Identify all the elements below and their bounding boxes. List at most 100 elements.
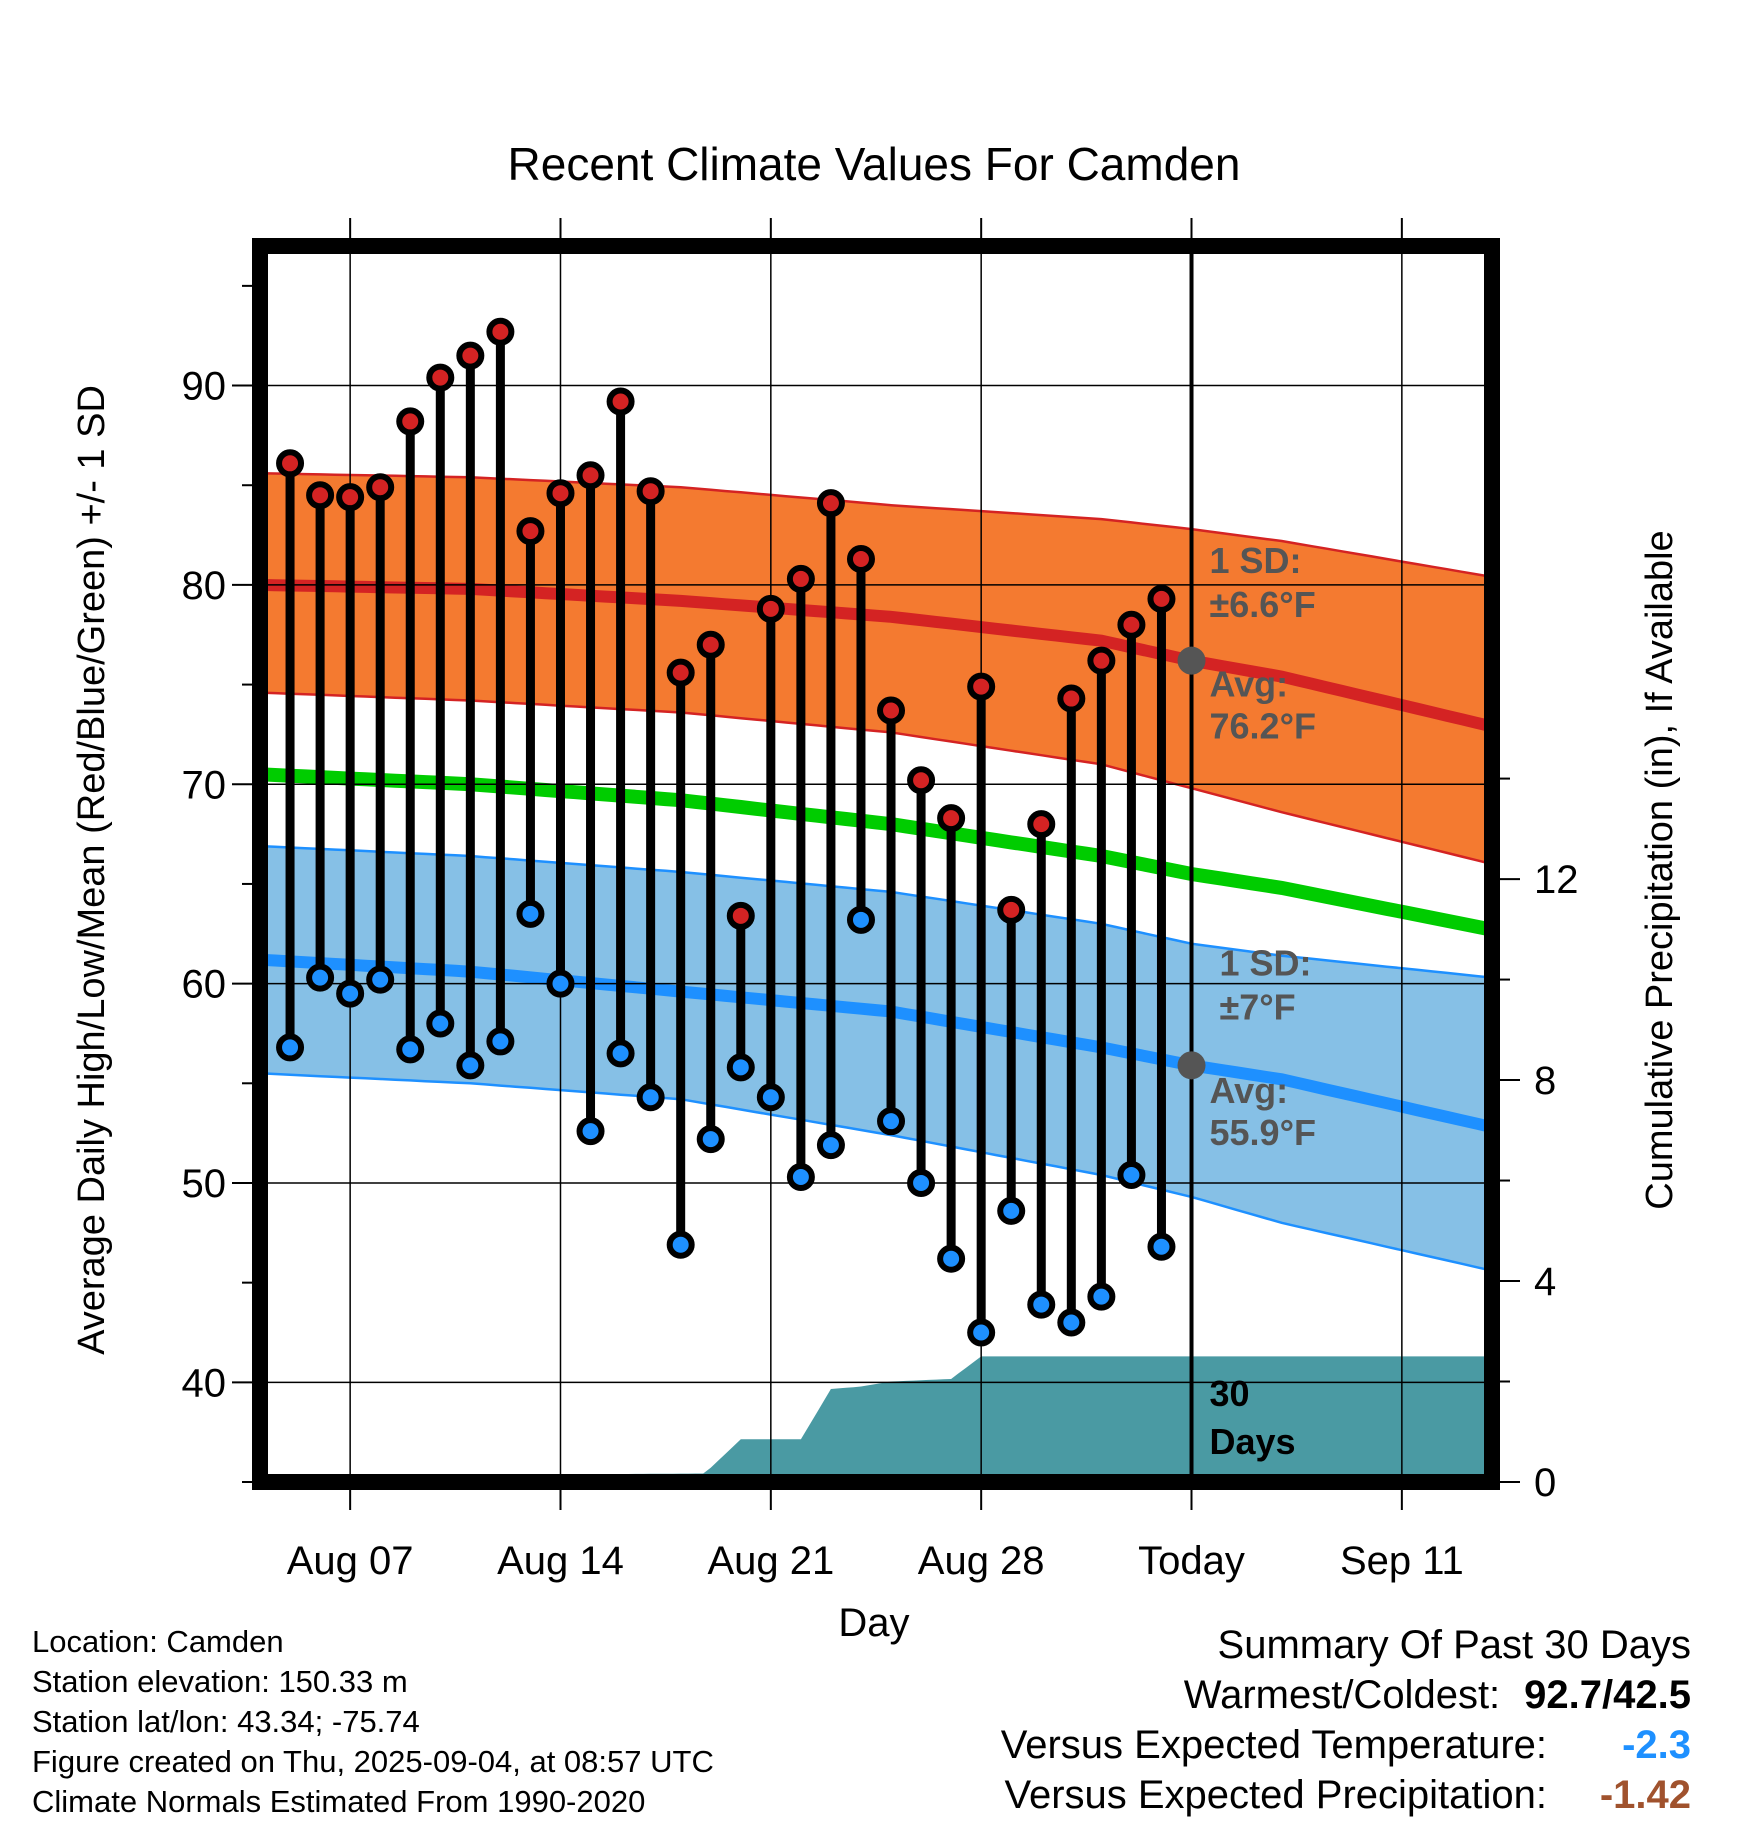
y-tick-label: 90 — [182, 365, 227, 409]
daily-high-point — [877, 696, 906, 725]
summary-warmest-row: Warmest/Coldest: 92.7/42.5 — [1001, 1670, 1691, 1720]
daily-high-point — [276, 449, 305, 478]
low-avg-annotation-1: Avg: — [1210, 1070, 1289, 1111]
daily-high-point — [937, 804, 966, 833]
normal-high-line — [260, 578, 1492, 733]
days-annotation-1: 30 — [1210, 1373, 1250, 1414]
daily-high-point — [997, 895, 1026, 924]
y-tick-label: 40 — [182, 1361, 227, 1405]
low-sd-annotation-2: ±7°F — [1220, 986, 1296, 1027]
daily-high-point — [636, 477, 665, 506]
daily-high-point — [606, 387, 635, 416]
daily-low-point — [997, 1196, 1026, 1225]
x-tick-label: Aug 14 — [497, 1539, 624, 1583]
daily-low-point — [726, 1053, 755, 1082]
low-sd-band-upper-edge — [260, 844, 1492, 979]
warmest-label: Warmest/Coldest: — [1183, 1673, 1501, 1717]
x-tick-label: Sep 11 — [1340, 1539, 1464, 1583]
daily-low-point — [336, 979, 365, 1008]
daily-high-point — [366, 473, 395, 502]
normals-text: Climate Normals Estimated From 1990-2020 — [32, 1784, 646, 1819]
daily-low-point — [666, 1230, 695, 1259]
daily-high-point — [846, 544, 875, 573]
daily-high-point — [1057, 684, 1086, 713]
daily-high-point — [1087, 646, 1116, 675]
y-tick-label: 60 — [182, 963, 227, 1007]
high-sd-band-upper-edge — [260, 472, 1492, 579]
plot-content — [260, 246, 1492, 1482]
normal-low-line — [260, 953, 1492, 1133]
daily-low-point — [606, 1039, 635, 1068]
summary-panel: Summary Of Past 30 Days Warmest/Coldest:… — [1001, 1620, 1691, 1820]
temp-value: -2.3 — [1622, 1723, 1691, 1767]
daily-high-point — [666, 658, 695, 687]
daily-high-point — [336, 483, 365, 512]
y-axis-label-left: Average Daily High/Low/Mean (Red/Blue/Gr… — [71, 385, 113, 1355]
daily-high-point — [396, 407, 425, 436]
daily-high-point — [1117, 610, 1146, 639]
summary-precip-row: Versus Expected Precipitation: -1.42 — [1001, 1770, 1691, 1820]
location-text: Location: Camden — [32, 1624, 284, 1659]
x-tick-label: Aug 07 — [287, 1539, 414, 1583]
daily-low-point — [937, 1244, 966, 1273]
chart-title: Recent Climate Values For Camden — [508, 138, 1241, 190]
high-sd-annotation-1: 1 SD: — [1210, 540, 1302, 581]
daily-low-point — [636, 1083, 665, 1112]
daily-low-point — [486, 1027, 515, 1056]
high-avg-annotation-2: 76.2°F — [1210, 705, 1316, 746]
precip-tick-label: 12 — [1534, 858, 1579, 902]
y-tick-label: 70 — [182, 763, 227, 807]
x-tick-label: Aug 28 — [918, 1539, 1045, 1583]
low-sd-annotation-1: 1 SD: — [1220, 943, 1312, 984]
daily-low-point — [1057, 1308, 1086, 1337]
daily-high-point — [756, 594, 785, 623]
daily-low-point — [967, 1318, 996, 1347]
low-sd-band-lower-edge — [260, 1072, 1492, 1272]
daily-high-point — [1147, 584, 1176, 613]
high-avg-annotation-1: Avg: — [1210, 664, 1289, 705]
daily-low-point — [786, 1162, 815, 1191]
daily-low-point — [516, 899, 545, 928]
daily-high-point — [306, 481, 335, 510]
daily-low-point — [1147, 1232, 1176, 1261]
temp-label: Versus Expected Temperature: — [1000, 1723, 1547, 1767]
latlon-text: Station lat/lon: 43.34; -75.74 — [32, 1704, 420, 1739]
daily-low-point — [366, 965, 395, 994]
y-tick-label: 50 — [182, 1162, 227, 1206]
daily-low-point — [907, 1168, 936, 1197]
daily-low-point — [306, 963, 335, 992]
high-sd-band — [260, 473, 1492, 864]
low-sd-band — [260, 846, 1492, 1271]
daily-high-point — [516, 517, 545, 546]
station-info: Location: Camden Station elevation: 150.… — [32, 1622, 714, 1822]
daily-low-point — [756, 1083, 785, 1112]
precip-label: Versus Expected Precipitation: — [1004, 1773, 1547, 1817]
warmest-value: 92.7/42.5 — [1524, 1673, 1691, 1717]
daily-high-point — [726, 901, 755, 930]
daily-high-point — [696, 630, 725, 659]
daily-high-point — [1027, 810, 1056, 839]
daily-high-point — [786, 564, 815, 593]
y-axis-label-right: Cumulative Precipitation (in), If Availa… — [1639, 530, 1681, 1209]
daily-high-point — [967, 672, 996, 701]
daily-low-point — [426, 1009, 455, 1038]
today-low-avg-marker — [1177, 1051, 1206, 1080]
daily-high-point — [456, 341, 485, 370]
precip-tick-label: 8 — [1534, 1059, 1556, 1103]
today-high-avg-marker — [1177, 646, 1206, 675]
daily-high-point — [816, 489, 845, 518]
y-tick-label: 80 — [182, 564, 227, 608]
daily-high-point — [576, 461, 605, 490]
daily-low-point — [546, 969, 575, 998]
summary-temp-row: Versus Expected Temperature: -2.3 — [1001, 1720, 1691, 1770]
daily-low-point — [456, 1051, 485, 1080]
daily-low-point — [816, 1131, 845, 1160]
daily-low-point — [1117, 1160, 1146, 1189]
daily-low-point — [846, 905, 875, 934]
daily-high-point — [426, 363, 455, 392]
daily-high-point — [486, 317, 515, 346]
precip-tick-label: 4 — [1534, 1260, 1556, 1304]
x-axis-label: Day — [838, 1601, 909, 1645]
